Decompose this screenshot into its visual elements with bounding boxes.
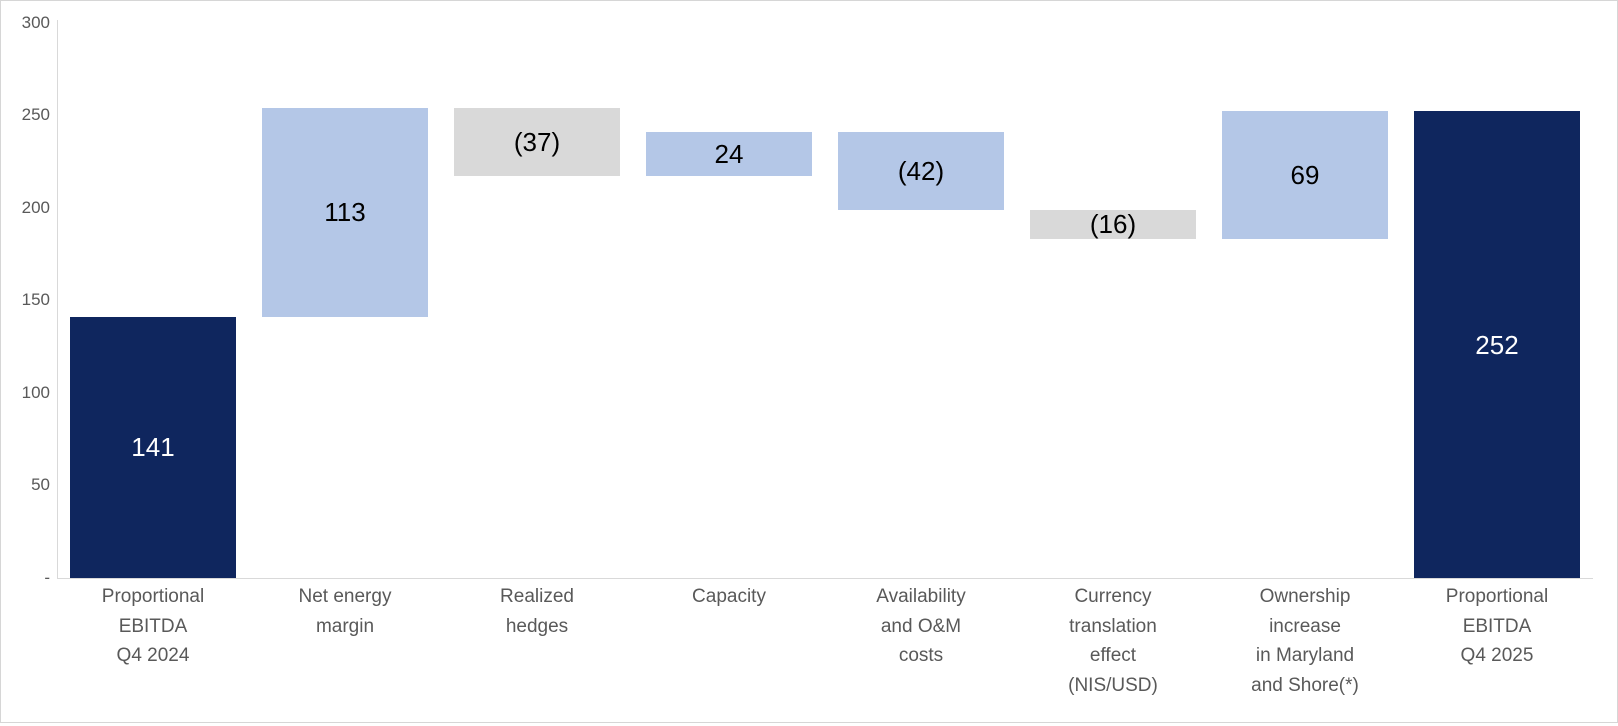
category-label-line: in Maryland — [1255, 645, 1355, 666]
y-tick-label-250: 250 — [21, 105, 50, 125]
y-tick-label-150: 150 — [21, 290, 50, 310]
x-axis-baseline — [57, 578, 1593, 579]
waterfall-bar-proportional-ebitda-q4-2025: 252 — [1414, 111, 1580, 578]
waterfall-bar-currency-translation-effect: (16) — [1030, 209, 1196, 240]
category-label-net-energy-margin: Net energy margin — [249, 582, 441, 641]
category-label-line: increase — [1269, 615, 1341, 637]
category-label-line: costs — [898, 645, 944, 666]
bar-value-label-net-energy-margin: 113 — [324, 197, 366, 228]
category-label-line: Q4 2025 — [1460, 645, 1534, 666]
category-label-proportional-ebitda-q4-2025: Proportional EBITDA Q4 2025 — [1401, 582, 1593, 671]
waterfall-bar-availability-and-om-costs: (42) — [838, 131, 1004, 210]
waterfall-bar-proportional-ebitda-q4-2024: 141 — [70, 316, 236, 578]
category-label-line: Capacity — [692, 586, 766, 607]
bar-value-label-ownership-increase-maryland-shore: 69 — [1290, 160, 1320, 191]
category-label-availability-and-om-costs: Availability and O&M costs — [825, 582, 1017, 671]
bar-value-label-currency-translation-effect: (16) — [1089, 209, 1137, 240]
category-label-line: Currency — [1074, 586, 1152, 607]
y-axis-line — [57, 19, 58, 578]
y-tick-label-50: 50 — [31, 475, 50, 495]
bar-value-label-realized-hedges: (37) — [513, 126, 561, 157]
category-label-line: hedges — [505, 615, 569, 637]
category-label-line: Realized — [500, 586, 574, 607]
category-label-line: margin — [315, 615, 375, 637]
category-label-line: Proportional — [101, 586, 205, 607]
waterfall-bar-capacity: 24 — [646, 131, 812, 177]
category-label-line: Availability — [876, 586, 966, 607]
bar-value-label-proportional-ebitda-q4-2024: 141 — [131, 432, 175, 463]
category-label-line: Q4 2024 — [116, 645, 190, 666]
bar-value-label-proportional-ebitda-q4-2025: 252 — [1475, 329, 1519, 360]
y-tick-label-0: - — [44, 568, 50, 587]
category-label-line: and Shore(*) — [1251, 674, 1359, 696]
category-label-line: EBITDA — [1462, 615, 1532, 637]
bar-value-label-availability-and-om-costs: (42) — [897, 155, 945, 186]
category-label-line: EBITDA — [118, 615, 188, 637]
y-tick-label-200: 200 — [21, 197, 50, 217]
category-label-realized-hedges: Realized hedges — [441, 582, 633, 641]
bar-value-label-capacity: 24 — [714, 138, 744, 169]
category-label-line: translation — [1069, 615, 1157, 637]
category-label-line: (NIS/USD) — [1068, 674, 1158, 696]
category-label-proportional-ebitda-q4-2024: Proportional EBITDA Q4 2024 — [57, 582, 249, 671]
category-label-currency-translation-effect: Currency translation effect (NIS/USD) — [1017, 582, 1209, 700]
waterfall-bar-ownership-increase-maryland-shore: 69 — [1222, 111, 1388, 240]
waterfall-bar-net-energy-margin: 113 — [262, 107, 428, 317]
waterfall-bar-realized-hedges: (37) — [454, 107, 620, 177]
y-tick-label-300: 300 — [21, 12, 50, 32]
category-label-line: and O&M — [880, 615, 962, 637]
category-label-line: Ownership — [1259, 586, 1351, 607]
category-label-line: Proportional — [1445, 586, 1549, 607]
category-label-line: effect — [1089, 645, 1137, 666]
y-tick-label-100: 100 — [21, 382, 50, 402]
category-label-ownership-increase-maryland-shore: Ownership increase in Maryland and Shore(*) — [1209, 582, 1401, 700]
category-label-line: Net energy — [298, 586, 392, 607]
category-label-capacity: Capacity — [633, 582, 825, 612]
